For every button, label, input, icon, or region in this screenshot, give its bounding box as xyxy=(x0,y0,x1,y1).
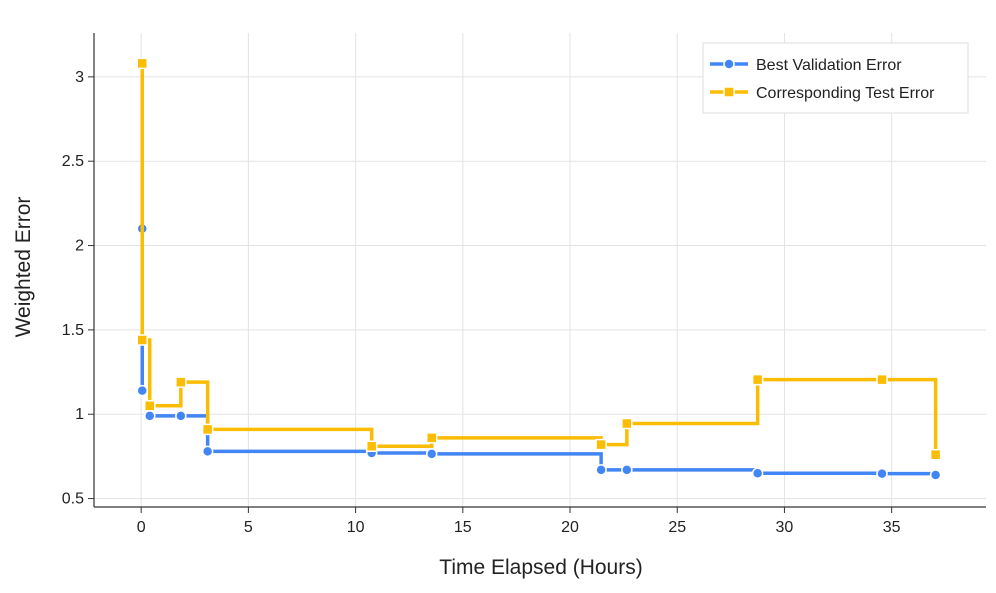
legend-label-corresponding-test-error: Corresponding Test Error xyxy=(756,85,935,102)
x-tick-label: 25 xyxy=(668,519,686,536)
x-tick-label: 0 xyxy=(137,519,146,536)
data-point xyxy=(201,445,214,458)
series-line xyxy=(140,63,938,455)
x-axis-title: Time Elapsed (Hours) xyxy=(439,556,642,579)
data-point xyxy=(621,464,633,476)
y-tick-label: 3 xyxy=(75,69,84,86)
y-tick-label: 0.5 xyxy=(62,491,84,508)
axes-layer xyxy=(93,33,986,508)
data-point xyxy=(751,373,764,386)
y-tick-label: 2.5 xyxy=(62,153,84,170)
y-tick-label: 1.5 xyxy=(62,322,84,339)
data-point xyxy=(876,373,888,386)
x-tick-label: 30 xyxy=(776,519,794,536)
legend-marker xyxy=(723,58,735,70)
ticks-layer: 0 5 10 15 20 25 30 35 0.5 1 1.5 2 2.5 3 xyxy=(62,69,901,536)
data-point xyxy=(175,376,187,388)
data-point xyxy=(201,423,214,436)
y-axis-title: Weighted Error xyxy=(12,197,35,338)
data-point xyxy=(929,448,942,461)
y-tick-label: 1 xyxy=(75,406,84,423)
data-point xyxy=(136,384,148,397)
data-point xyxy=(876,467,888,480)
data-point xyxy=(929,469,942,481)
data-point xyxy=(595,438,607,451)
series-layer xyxy=(136,57,942,481)
data-point xyxy=(175,410,187,422)
legend-marker xyxy=(723,86,735,98)
data-point xyxy=(144,400,156,412)
x-tick-label: 20 xyxy=(561,519,579,536)
data-point xyxy=(425,448,438,460)
x-tick-label: 35 xyxy=(883,519,901,536)
x-tick-label: 10 xyxy=(347,519,365,536)
legend-item-best-validation-error xyxy=(710,58,748,70)
data-point xyxy=(144,410,156,422)
data-point xyxy=(365,440,378,453)
data-point xyxy=(136,57,148,70)
series-corresponding-test-error xyxy=(136,57,942,461)
legend-box xyxy=(702,42,969,114)
data-point xyxy=(425,432,438,444)
series-best-validation-error xyxy=(136,222,942,481)
x-tick-label: 15 xyxy=(454,519,472,536)
data-point xyxy=(595,464,607,476)
data-point xyxy=(621,417,633,430)
y-tick-label: 2 xyxy=(75,238,84,255)
legend-label-best-validation-error: Best Validation Error xyxy=(756,57,902,74)
data-point xyxy=(136,334,148,346)
legend: Best Validation Error Corresponding Test… xyxy=(702,42,969,114)
legend-item-corresponding-test-error xyxy=(710,86,748,98)
data-point xyxy=(751,467,764,480)
x-tick-label: 5 xyxy=(244,519,253,536)
